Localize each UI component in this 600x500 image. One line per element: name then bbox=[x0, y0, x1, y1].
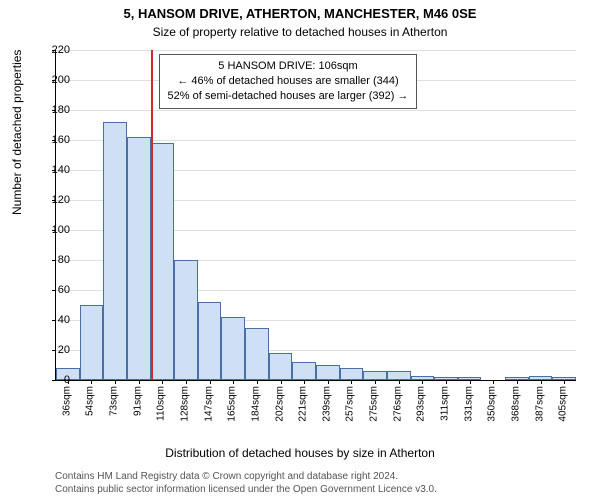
y-tick-label: 220 bbox=[30, 44, 70, 56]
chart-subtitle: Size of property relative to detached ho… bbox=[0, 23, 600, 39]
x-tick-label: 405sqm bbox=[558, 386, 569, 422]
footer-line-1: Contains HM Land Registry data © Crown c… bbox=[55, 470, 437, 483]
y-tick-label: 140 bbox=[30, 164, 70, 176]
x-axis-label: Distribution of detached houses by size … bbox=[0, 446, 600, 460]
property-marker-line bbox=[151, 50, 153, 380]
footer-attribution: Contains HM Land Registry data © Crown c… bbox=[55, 470, 437, 496]
x-tick-label: 165sqm bbox=[227, 386, 238, 422]
histogram-bar bbox=[387, 371, 411, 380]
y-tick-label: 180 bbox=[30, 104, 70, 116]
y-tick-label: 80 bbox=[30, 254, 70, 266]
histogram-bar bbox=[363, 371, 387, 380]
y-tick-label: 200 bbox=[30, 74, 70, 86]
x-tick-label: 276sqm bbox=[392, 386, 403, 422]
histogram-bar bbox=[198, 302, 222, 380]
y-tick-label: 120 bbox=[30, 194, 70, 206]
histogram-bar bbox=[127, 137, 151, 380]
x-tick-label: 36sqm bbox=[61, 386, 72, 416]
x-tick-label: 128sqm bbox=[180, 386, 191, 422]
y-axis-label: Number of detached properties bbox=[10, 50, 24, 215]
x-tick-label: 221sqm bbox=[298, 386, 309, 422]
x-tick-label: 293sqm bbox=[416, 386, 427, 422]
y-tick-label: 60 bbox=[30, 284, 70, 296]
x-tick-label: 239sqm bbox=[321, 386, 332, 422]
info-line-1: 5 HANSOM DRIVE: 106sqm bbox=[168, 59, 409, 74]
histogram-bar bbox=[316, 365, 340, 380]
x-tick-label: 110sqm bbox=[156, 386, 167, 421]
chart-plot-area: 5 HANSOM DRIVE: 106sqm← 46% of detached … bbox=[55, 50, 576, 381]
histogram-bar bbox=[103, 122, 127, 380]
x-tick-label: 387sqm bbox=[534, 386, 545, 422]
histogram-bar bbox=[151, 143, 175, 380]
y-tick-label: 100 bbox=[30, 224, 70, 236]
x-tick-label: 184sqm bbox=[250, 386, 261, 422]
x-tick-label: 147sqm bbox=[203, 386, 214, 422]
y-tick-label: 20 bbox=[30, 344, 70, 356]
property-info-box: 5 HANSOM DRIVE: 106sqm← 46% of detached … bbox=[159, 54, 418, 109]
y-tick-label: 40 bbox=[30, 314, 70, 326]
chart-container: 5, HANSOM DRIVE, ATHERTON, MANCHESTER, M… bbox=[0, 0, 600, 500]
info-line-2: ← 46% of detached houses are smaller (34… bbox=[168, 74, 409, 89]
x-tick-label: 257sqm bbox=[345, 386, 356, 422]
x-tick-label: 54sqm bbox=[85, 386, 96, 416]
info-line-3: 52% of semi-detached houses are larger (… bbox=[168, 89, 409, 104]
x-tick-label: 275sqm bbox=[369, 386, 380, 422]
x-tick-label: 202sqm bbox=[274, 386, 285, 422]
histogram-bar bbox=[292, 362, 316, 380]
footer-line-2: Contains public sector information licen… bbox=[55, 483, 437, 496]
y-tick-label: 0 bbox=[30, 374, 70, 386]
x-tick-label: 350sqm bbox=[487, 386, 498, 422]
chart-title: 5, HANSOM DRIVE, ATHERTON, MANCHESTER, M… bbox=[0, 0, 600, 23]
histogram-bar bbox=[80, 305, 104, 380]
x-tick-label: 91sqm bbox=[132, 386, 143, 416]
histogram-bar bbox=[245, 328, 269, 381]
histogram-bar bbox=[221, 317, 245, 380]
x-tick-label: 331sqm bbox=[463, 386, 474, 422]
x-tick-label: 73sqm bbox=[109, 386, 120, 416]
x-tick-label: 368sqm bbox=[510, 386, 521, 422]
histogram-bar bbox=[269, 353, 293, 380]
histogram-bar bbox=[174, 260, 198, 380]
x-tick-label: 311sqm bbox=[440, 386, 451, 421]
y-tick-label: 160 bbox=[30, 134, 70, 146]
histogram-bar bbox=[340, 368, 364, 380]
